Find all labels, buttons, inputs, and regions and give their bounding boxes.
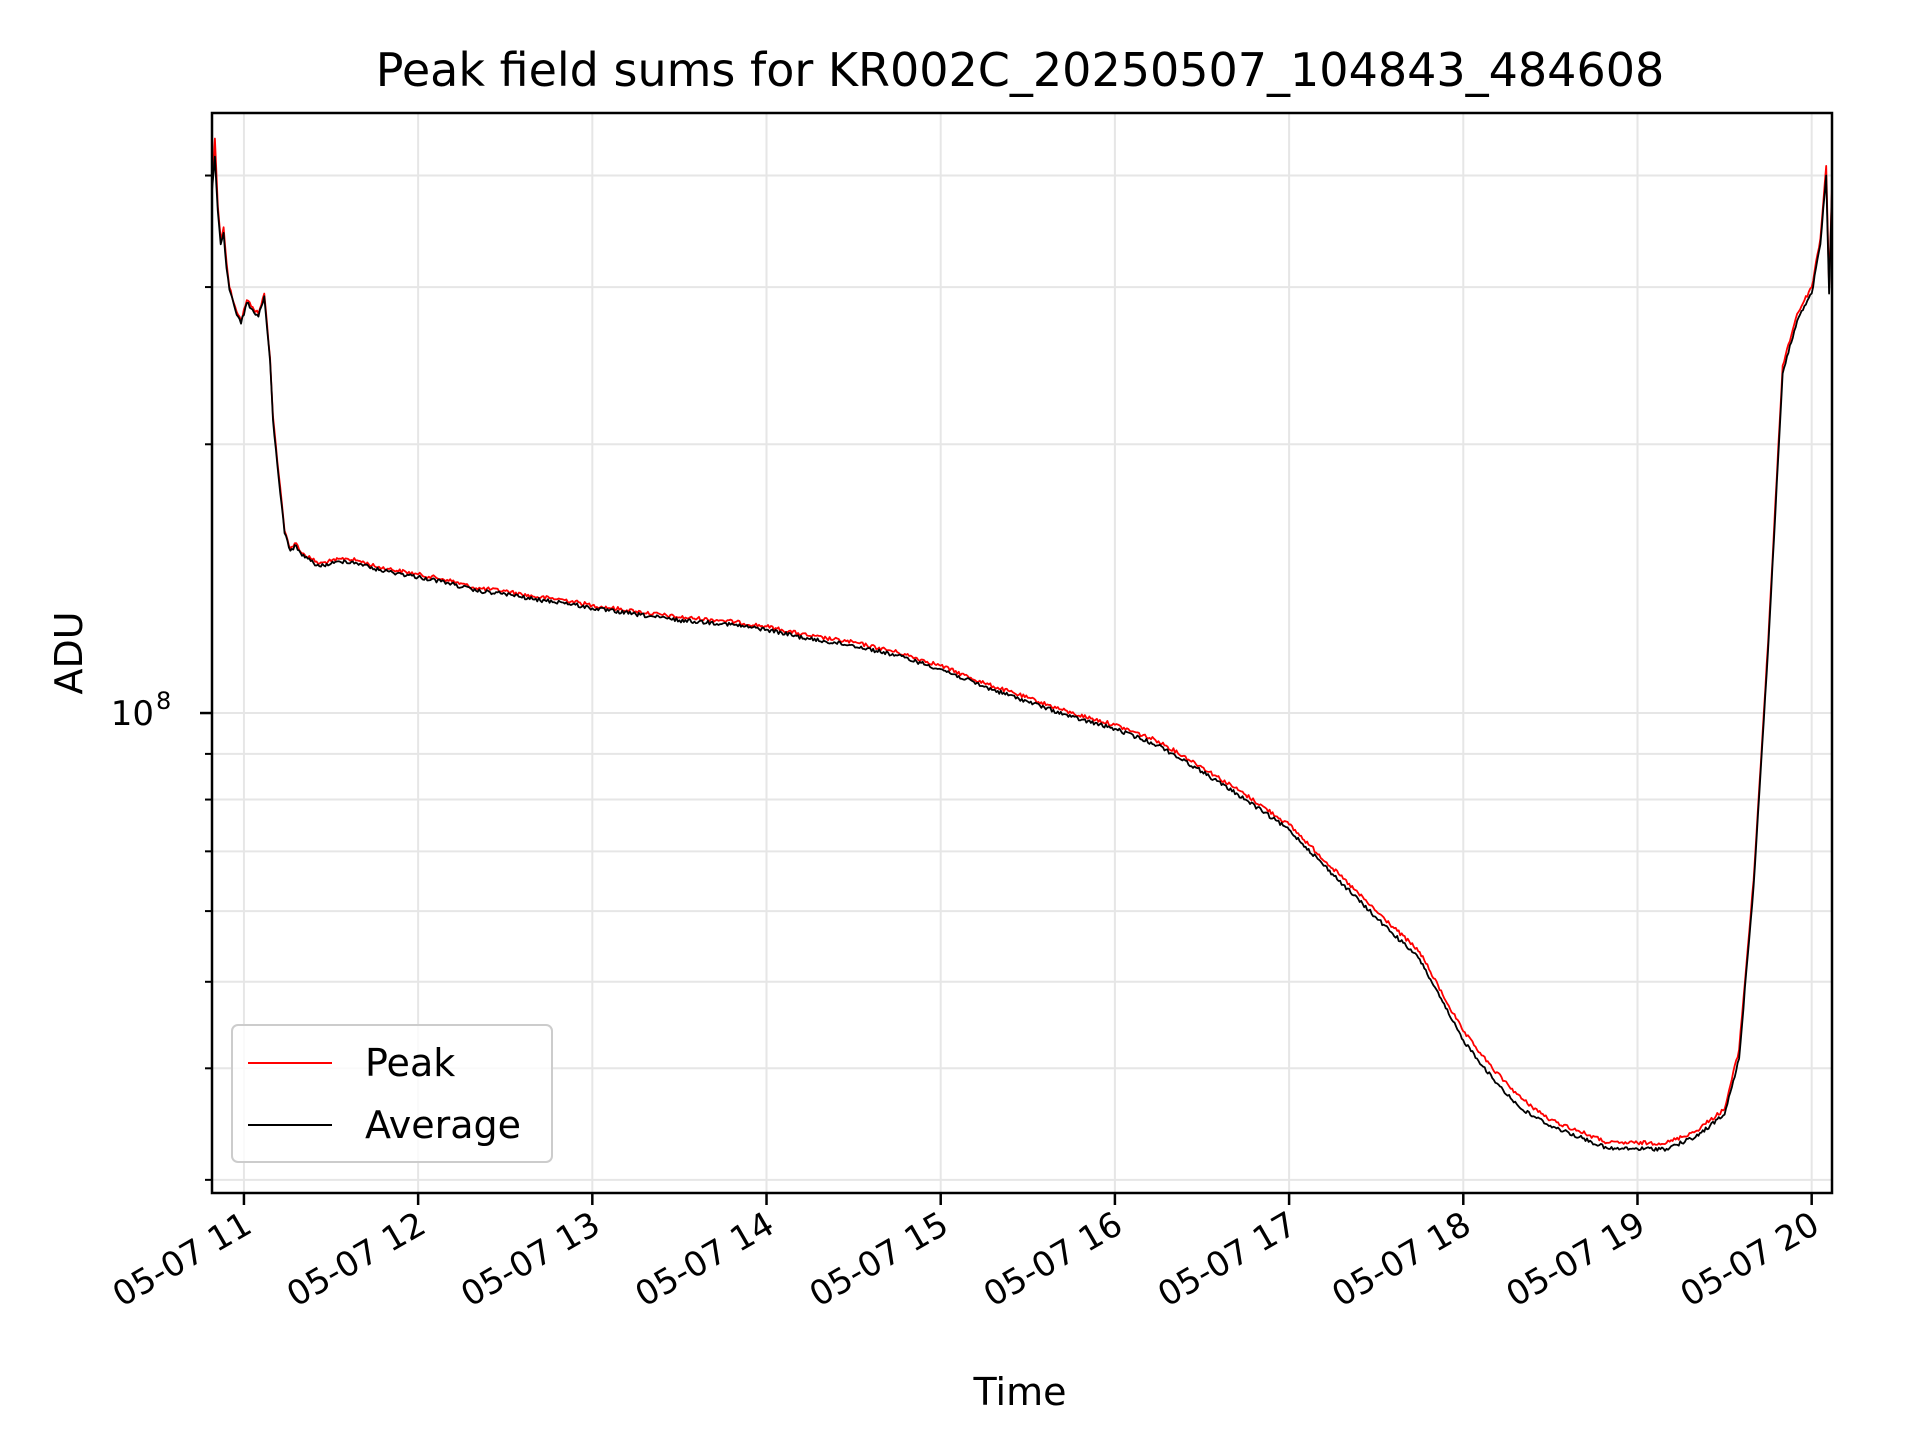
series-line-peak bbox=[212, 137, 1832, 1146]
legend-box bbox=[231, 1024, 553, 1163]
legend-label-peak: Peak bbox=[365, 1041, 455, 1085]
x-axis-label: Time bbox=[973, 1370, 1067, 1414]
chart-title: Peak field sums for KR002C_20250507_1048… bbox=[376, 43, 1665, 97]
y-axis: 10 8 bbox=[111, 174, 212, 1181]
series-lines bbox=[212, 137, 1832, 1152]
legend-label-average: Average bbox=[365, 1103, 521, 1147]
y-tick-label-exponent: 8 bbox=[156, 687, 171, 715]
grid bbox=[212, 113, 1832, 1193]
legend: Peak Average bbox=[231, 1024, 553, 1163]
y-tick-label: 10 bbox=[111, 694, 154, 734]
plot-frame bbox=[210, 111, 1834, 1195]
y-axis-label: ADU bbox=[47, 611, 91, 694]
series-line-average bbox=[212, 155, 1832, 1152]
